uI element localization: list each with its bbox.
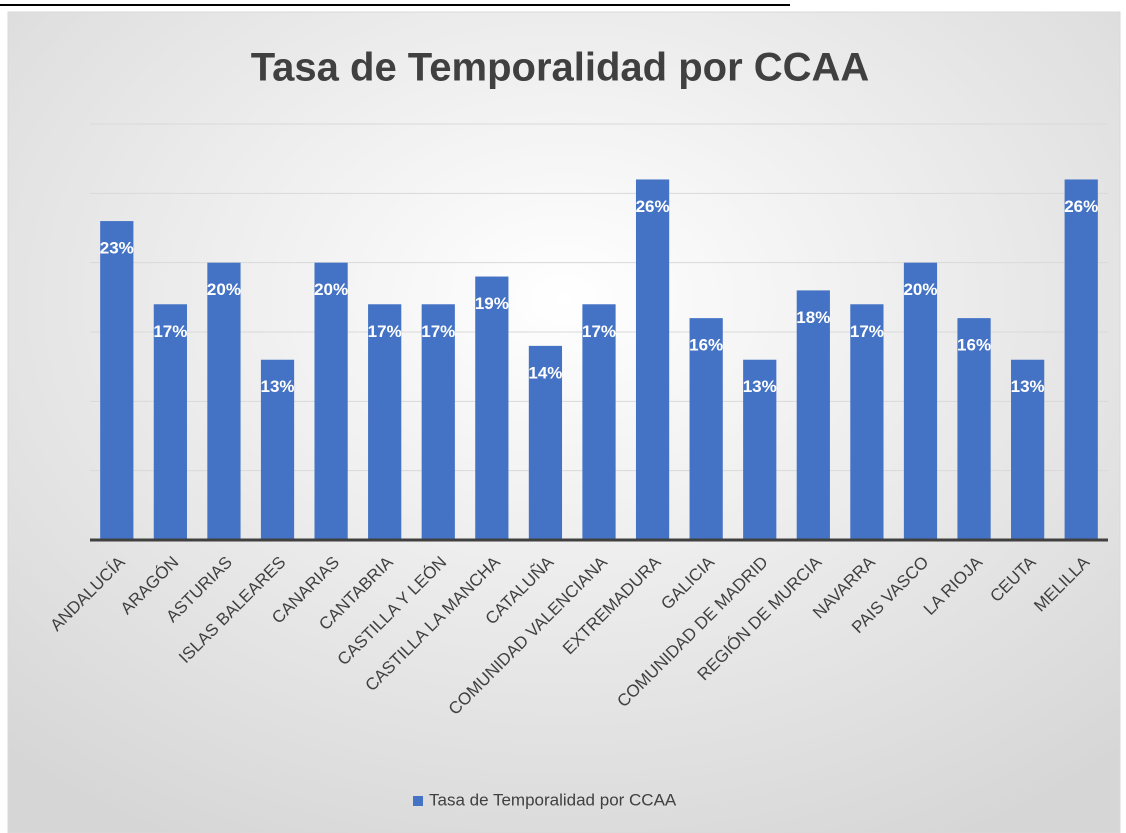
bar (260, 359, 295, 540)
bar (1011, 359, 1045, 540)
bar (314, 262, 348, 540)
bar (100, 221, 134, 541)
data-label: 16% (689, 336, 723, 355)
legend-swatch (413, 796, 423, 806)
bar (957, 318, 991, 540)
data-label: 17% (153, 322, 187, 341)
data-label: 20% (207, 280, 241, 299)
data-label: 13% (743, 377, 777, 396)
bar (796, 290, 830, 540)
bar (850, 304, 884, 540)
data-label: 14% (528, 363, 562, 382)
data-label: 18% (796, 308, 830, 327)
data-label: 19% (475, 294, 509, 313)
bar (207, 262, 241, 540)
data-label: 20% (314, 280, 348, 299)
data-label: 13% (1011, 377, 1045, 396)
bar (475, 276, 509, 540)
data-label: 20% (903, 280, 937, 299)
bar (153, 304, 187, 540)
data-label: 13% (261, 377, 295, 396)
bar (582, 304, 616, 540)
bar (743, 359, 777, 540)
data-label: 26% (1064, 197, 1098, 216)
bar (528, 345, 563, 540)
bar (1064, 179, 1098, 540)
data-label: 26% (636, 197, 670, 216)
data-label: 17% (368, 322, 402, 341)
data-label: 17% (850, 322, 884, 341)
legend-label: Tasa de Temporalidad por CCAA (429, 790, 677, 809)
data-label: 23% (100, 239, 134, 258)
chart-title: Tasa de Temporalidad por CCAA (251, 46, 870, 90)
bar (903, 262, 938, 540)
bar (421, 304, 455, 540)
data-label: 17% (421, 322, 455, 341)
bar (635, 179, 670, 540)
data-label: 17% (582, 322, 616, 341)
bar (368, 304, 402, 540)
data-label: 16% (957, 336, 991, 355)
bar (689, 318, 723, 540)
